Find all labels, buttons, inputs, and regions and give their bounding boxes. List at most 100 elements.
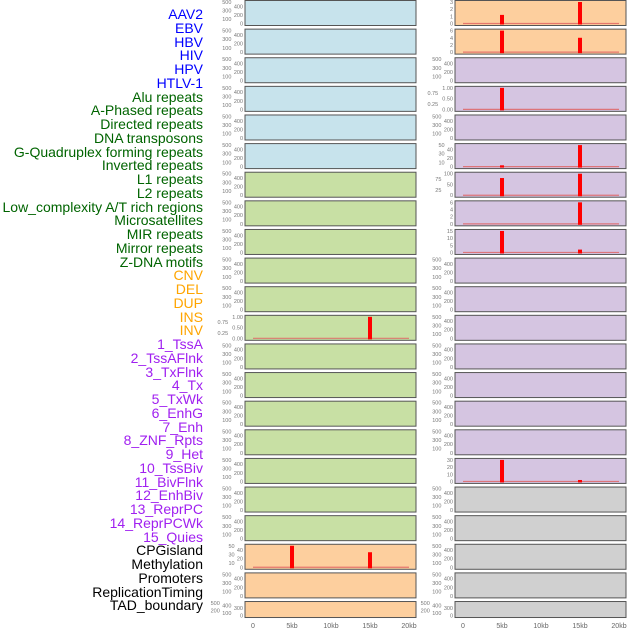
y-tick-label: 0: [240, 508, 243, 514]
track-label: CPGisland: [136, 542, 203, 559]
y-tick-label: 300: [222, 409, 231, 415]
y-tick-label: 100: [432, 418, 441, 424]
track-label: L2 repeats: [136, 184, 203, 201]
track-label: MIR repeats: [126, 226, 203, 242]
y-tick-label: 400: [234, 577, 243, 583]
track-label: INV: [179, 322, 203, 339]
track-label: A-Phased repeats: [90, 102, 203, 119]
y-tick-label: 40: [237, 548, 243, 554]
y-tick-label: 100: [222, 303, 231, 309]
y-tick-label: 0: [450, 537, 453, 543]
panel-background: [454, 286, 627, 313]
panel-background: [454, 228, 627, 255]
y-tick-label: 300: [222, 495, 231, 501]
y-tick-label: 100: [222, 132, 231, 138]
y-tick-label: 400: [444, 434, 453, 440]
y-tick-label: 300: [432, 323, 441, 329]
y-tick-label: 100: [432, 275, 441, 281]
track-label: HPV: [174, 61, 203, 77]
y-tick-label: 0: [450, 394, 453, 400]
y-tick-label: 0: [240, 79, 243, 85]
panel-background: [454, 0, 627, 26]
y-tick-label: 300: [432, 352, 441, 358]
y-tick-label: 100: [222, 17, 231, 23]
track-label: ReplicationTiming: [92, 583, 203, 600]
y-tick-label: 0: [450, 479, 453, 485]
y-tick-label: 200: [211, 609, 220, 615]
y-tick-label: 0: [240, 107, 243, 113]
y-tick-label: 100: [432, 447, 441, 453]
y-tick-label: 300: [234, 606, 243, 612]
track-label: HBV: [174, 33, 203, 50]
y-tick-label: 3: [450, 0, 453, 6]
y-tick-label: 500: [222, 258, 231, 264]
y-tick-label: 100: [222, 74, 231, 80]
y-tick-label: 500: [421, 601, 430, 607]
y-tick-label: 400: [444, 119, 453, 125]
y-tick-label: 100: [222, 103, 231, 109]
y-tick-label: 15: [447, 229, 453, 235]
y-tick-label: 100: [432, 389, 441, 395]
y-tick-label: 400: [234, 119, 243, 125]
panel-background: [454, 200, 627, 227]
y-tick-label: 100: [432, 332, 441, 338]
panel-background: [454, 486, 627, 513]
y-tick-label: 0.25: [427, 102, 438, 108]
y-tick-label: 300: [432, 524, 441, 530]
panel-background: [454, 57, 627, 84]
panel-background: [244, 343, 417, 370]
peak-bar: [500, 87, 504, 111]
y-tick-label: 300: [222, 352, 231, 358]
y-tick-label: 100: [222, 218, 231, 224]
y-tick-label: 0.00: [442, 107, 453, 113]
track-label: G-Quadruplex forming repeats: [13, 143, 203, 160]
y-tick-label: 300: [222, 238, 231, 244]
y-tick-label: 300: [444, 606, 453, 612]
y-tick-label: 0.00: [232, 336, 243, 342]
y-tick-label: 100: [432, 532, 441, 538]
y-tick-label: 400: [234, 33, 243, 39]
y-tick-label: 500: [222, 429, 231, 435]
peak-bar: [500, 14, 504, 25]
y-tick-label: 300: [222, 94, 231, 100]
y-tick-label: 50: [447, 182, 453, 188]
track-label: 2_TssAFlnk: [130, 349, 203, 366]
y-tick-label: 300: [222, 467, 231, 473]
track-label: 5_TxWk: [151, 391, 203, 407]
y-tick-label: 300: [222, 266, 231, 272]
panel-background: [454, 85, 627, 112]
y-tick-label: 1.00: [232, 315, 243, 321]
y-tick-label: 200: [234, 13, 243, 19]
y-tick-label: 200: [234, 499, 243, 505]
track-label: DNA transposons: [94, 129, 203, 146]
panel-background: [454, 28, 627, 55]
y-tick-label: 400: [234, 491, 243, 497]
y-tick-label: 300: [222, 9, 231, 15]
y-tick-label: 0: [240, 451, 243, 457]
y-tick-label: 400: [234, 405, 243, 411]
y-tick-label: 0: [240, 614, 243, 620]
panel-background: [454, 143, 627, 170]
x-tick-label: 0: [251, 623, 255, 630]
panel-background: [454, 343, 627, 370]
track-label: 14_ReprPCWk: [109, 514, 203, 531]
y-tick-label: 10: [447, 236, 453, 242]
y-tick-label: 300: [432, 581, 441, 587]
y-tick-label: 200: [444, 270, 453, 276]
x-tick-label: 15kb: [572, 623, 587, 630]
panel-background: [244, 200, 417, 227]
